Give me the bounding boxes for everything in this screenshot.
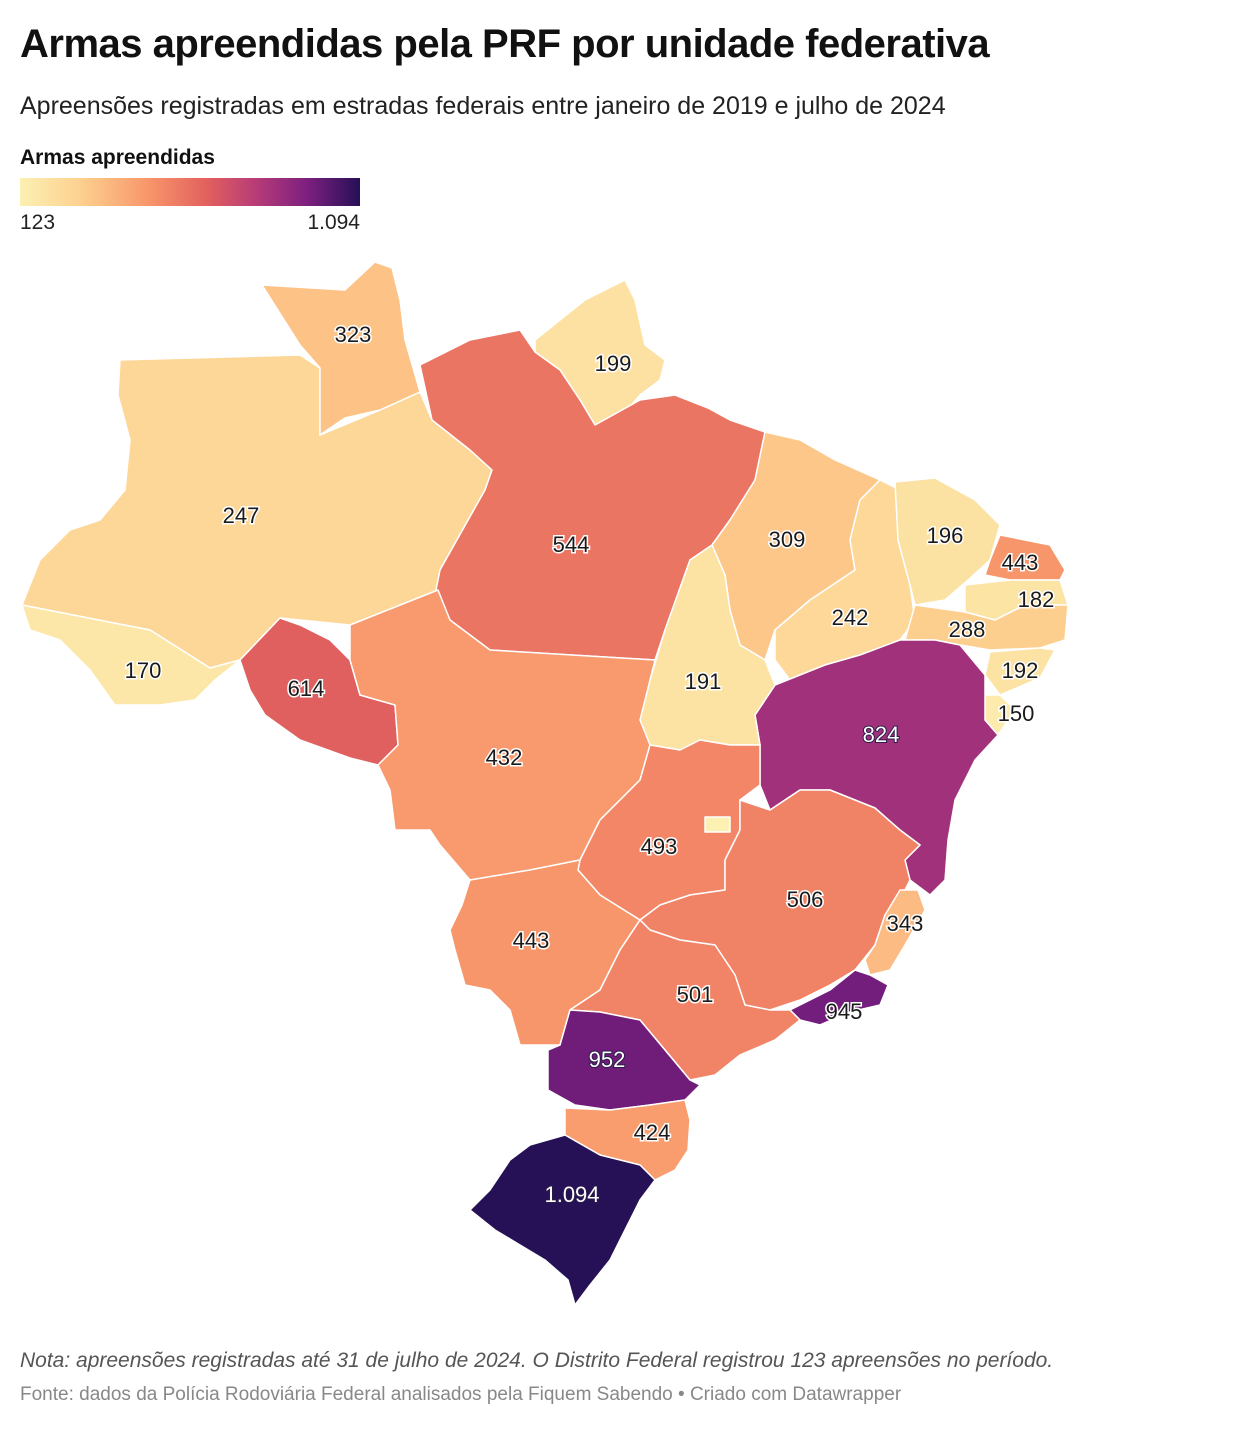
label-se: 150 [998,701,1035,726]
label-mt: 432 [486,745,523,770]
state-es[interactable] [864,889,926,976]
label-ro: 614 [288,676,325,701]
chart-subtitle: Apreensões registradas em estradas feder… [20,92,946,120]
label-rj: 945 [826,999,863,1024]
state-ac[interactable] [21,604,241,706]
label-mg: 506 [787,887,824,912]
label-sc: 424 [634,1120,671,1145]
state-ce[interactable] [894,477,1001,606]
label-go: 493 [641,834,678,859]
label-ac: 170 [125,658,162,683]
brazil-choropleth-map: 323 199 247 544 309 196 443 182 242 288 … [21,261,1069,1306]
label-to: 191 [685,669,722,694]
label-sp: 501 [677,982,714,1007]
label-pi: 242 [832,605,869,630]
label-pb: 182 [1018,587,1055,612]
label-ce: 196 [927,523,964,548]
legend-color-scale [20,178,360,206]
chart-title: Armas apreendidas pela PRF por unidade f… [20,22,990,66]
legend-title: Armas apreendidas [20,146,215,169]
label-rs: 1.094 [544,1182,599,1207]
label-al: 192 [1002,658,1039,683]
state-rs[interactable] [469,1134,656,1306]
state-df[interactable] [704,816,731,833]
label-pr: 952 [589,1047,626,1072]
label-pa: 544 [553,532,590,557]
state-mg[interactable] [639,789,921,1011]
label-ba: 824 [863,722,900,747]
label-es: 343 [887,911,924,936]
legend-max-label: 1.094 [307,211,360,234]
footnote: Nota: apreensões registradas até 31 de j… [20,1349,1054,1372]
label-ma: 309 [769,527,806,552]
legend-min-label: 123 [20,211,56,234]
states-layer [21,261,1069,1306]
state-rj[interactable] [789,969,889,1026]
state-rr[interactable] [261,261,421,436]
label-ms: 443 [513,928,550,953]
state-labels-layer: 323 199 247 544 309 196 443 182 242 288 … [123,321,1056,1209]
label-rr: 323 [335,322,372,347]
label-ap: 199 [595,351,632,376]
label-am: 247 [223,503,260,528]
source-credit: Fonte: dados da Polícia Rodoviária Feder… [20,1384,902,1405]
label-rn: 443 [1002,550,1039,575]
label-pe: 288 [949,617,986,642]
